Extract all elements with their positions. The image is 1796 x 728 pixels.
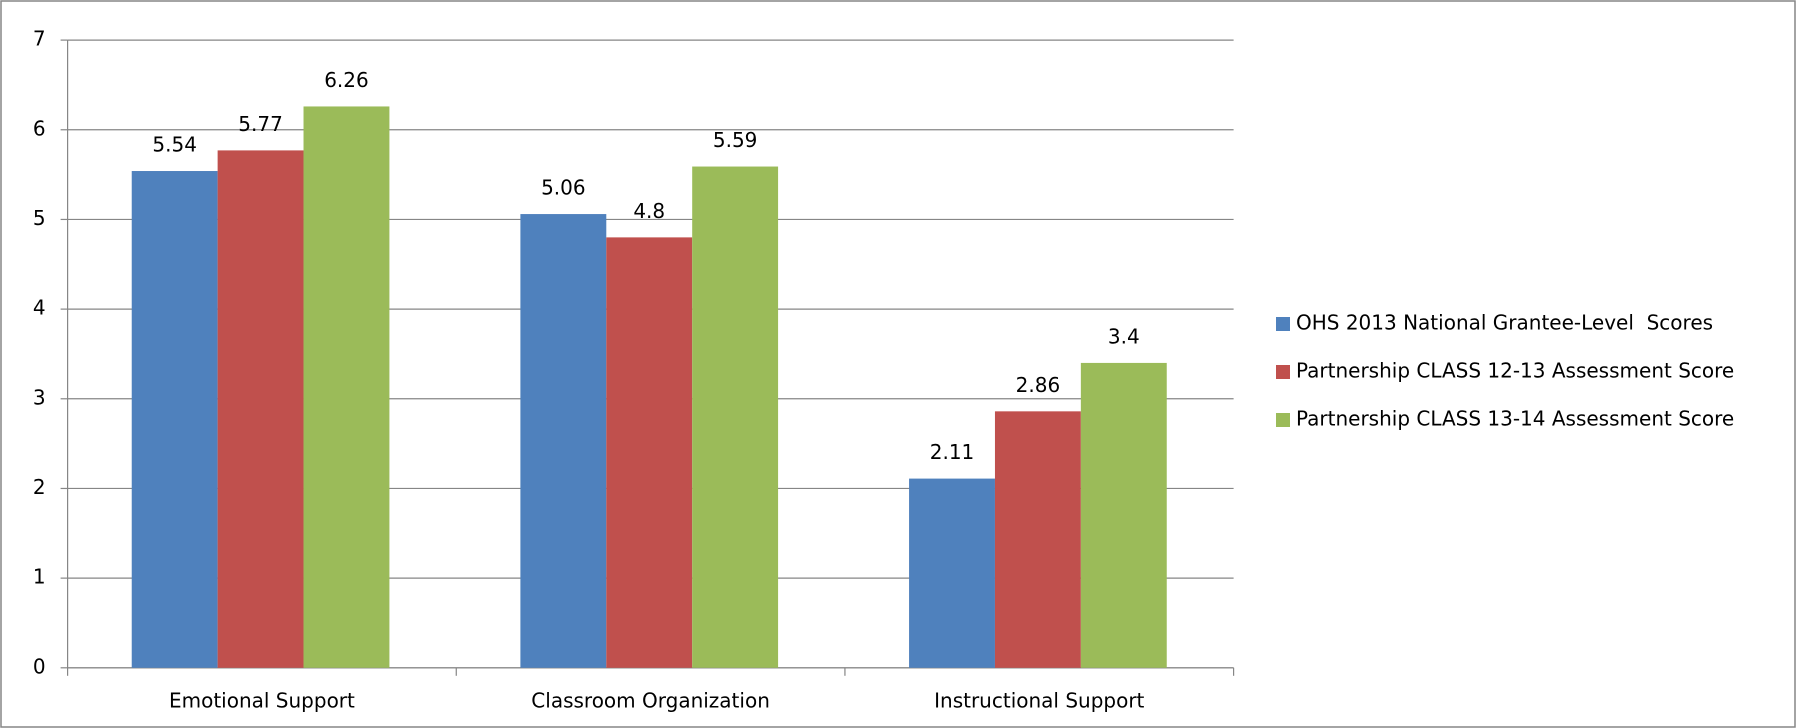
bar: [303, 106, 390, 668]
data-label: 5.06: [541, 176, 586, 200]
bar: [520, 214, 607, 668]
legend-label: Partnership CLASS 13-14 Assessment Score: [1296, 407, 1734, 431]
bar: [1080, 362, 1167, 668]
bar: [994, 411, 1081, 668]
bar: [606, 237, 693, 668]
bar: [909, 478, 995, 668]
bar: [692, 166, 779, 668]
x-tick-label: Classroom Organization: [531, 689, 770, 713]
data-label: 5.59: [713, 128, 758, 152]
bar: [131, 171, 218, 668]
y-tick-label: 4: [33, 296, 46, 320]
data-label: 4.8: [633, 199, 665, 223]
y-tick-label: 1: [33, 565, 46, 589]
y-tick-label: 3: [33, 385, 46, 409]
y-tick-label: 0: [33, 654, 46, 678]
data-label: 5.54: [152, 133, 197, 157]
data-label: 6.26: [324, 68, 369, 92]
data-label: 3.4: [1108, 324, 1140, 348]
legend-label: Partnership CLASS 12-13 Assessment Score: [1296, 359, 1734, 383]
data-label: 2.11: [930, 440, 975, 464]
y-tick-label: 7: [33, 27, 46, 51]
bar: [217, 150, 304, 668]
x-tick-label: Instructional Support: [934, 689, 1144, 713]
legend-swatch: [1276, 317, 1290, 331]
y-tick-label: 6: [33, 116, 46, 140]
data-label: 2.86: [1016, 373, 1061, 397]
legend-swatch: [1276, 413, 1290, 427]
legend-label: OHS 2013 National Grantee-Level Scores: [1296, 311, 1713, 335]
y-tick-label: 5: [33, 206, 46, 230]
x-tick-label: Emotional Support: [169, 689, 355, 713]
data-label: 5.77: [238, 112, 283, 136]
legend-swatch: [1276, 365, 1290, 379]
y-tick-label: 2: [33, 475, 46, 499]
